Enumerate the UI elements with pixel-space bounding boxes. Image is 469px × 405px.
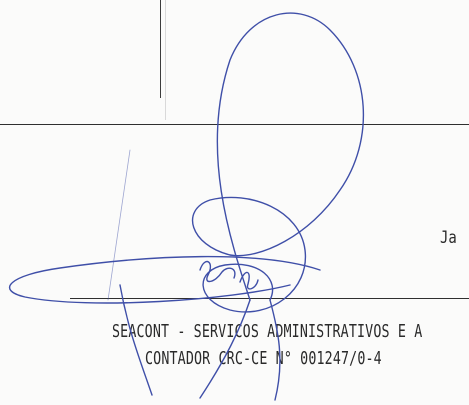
horizontal-rule-top (0, 124, 469, 125)
signature-accountant-registration: CONTADOR CRC-CE N° 001247/0-4 (145, 348, 382, 369)
signature-company-name: SEACONT - SERVICOS ADMINISTRATIVOS E A (112, 321, 423, 342)
vertical-rule (160, 0, 161, 98)
faint-vertical-rule (165, 0, 166, 120)
signature-line (70, 298, 469, 299)
truncated-side-text: Ja (440, 228, 457, 248)
